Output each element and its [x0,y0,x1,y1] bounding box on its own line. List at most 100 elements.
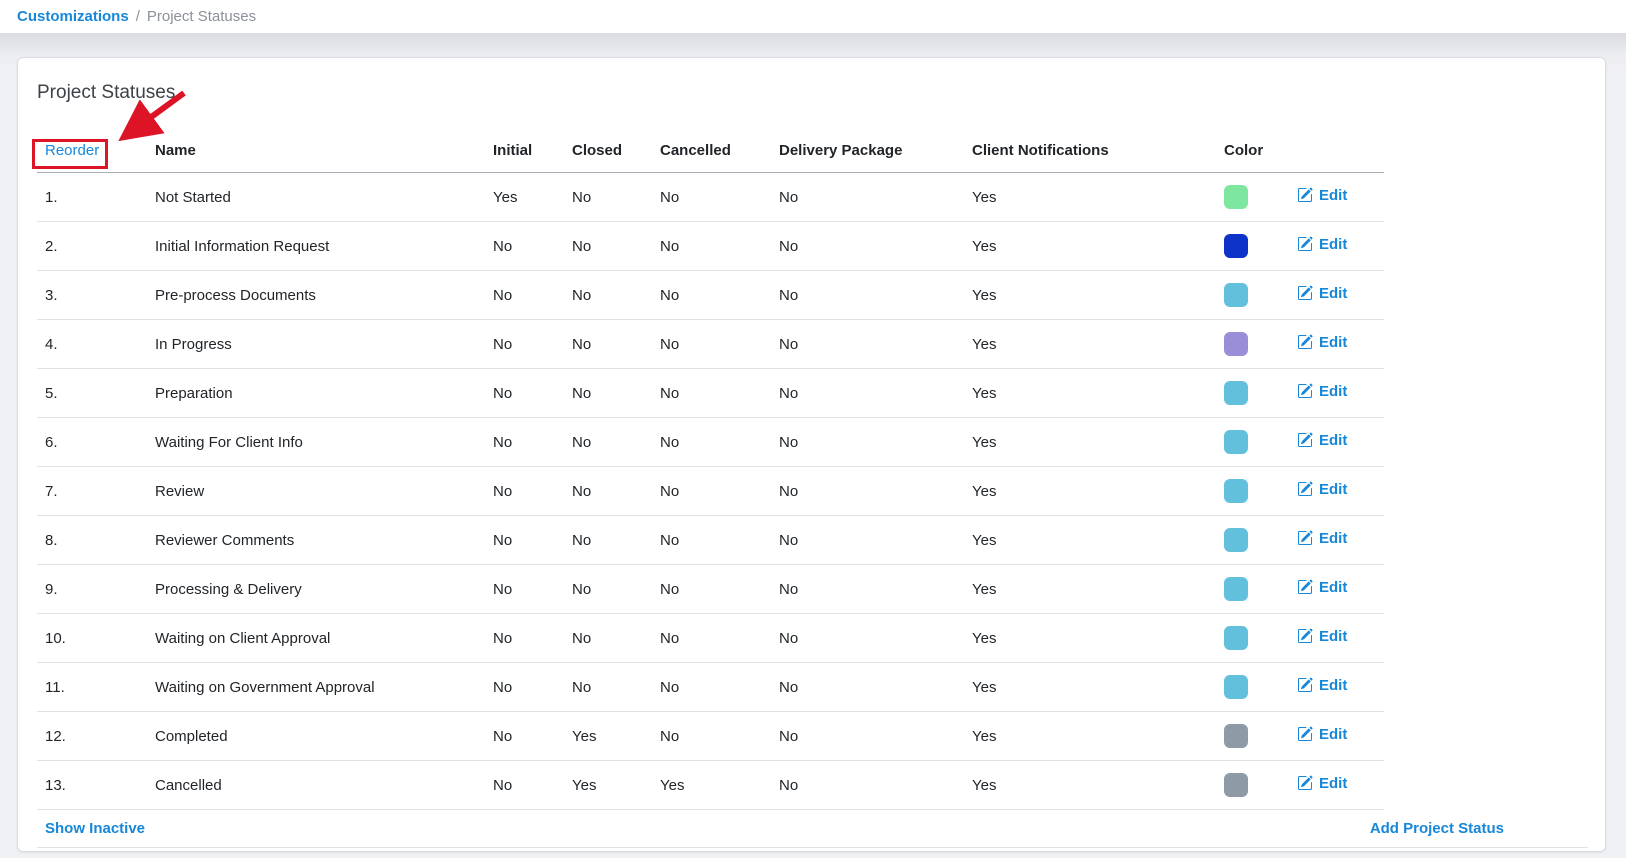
row-closed-cell: No [564,466,652,516]
edit-button-label: Edit [1319,186,1348,204]
row-cancelled-cell: No [652,270,771,320]
row-client-notifications-cell: Yes [964,662,1216,712]
row-name-cell: In Progress [147,319,485,369]
row-cancelled-cell: No [652,172,771,222]
color-swatch [1224,332,1248,356]
row-client-notifications-cell: Yes [964,172,1216,222]
row-closed-cell: No [564,515,652,565]
row-initial-cell: No [485,564,564,614]
row-name-cell: Waiting For Client Info [147,417,485,467]
show-inactive-link[interactable]: Show Inactive [45,820,146,837]
color-swatch [1224,675,1248,699]
edit-button[interactable]: Edit [1297,579,1347,596]
edit-button[interactable]: Edit [1297,726,1347,743]
row-name-cell: Processing & Delivery [147,564,485,614]
table-row: 10. Waiting on Client Approval No No No … [37,613,1384,663]
edit-button-label: Edit [1319,774,1348,792]
pencil-square-icon [1298,628,1313,644]
edit-button[interactable]: Edit [1297,481,1347,498]
pencil-square-icon [1298,579,1313,595]
row-name-cell: Completed [147,711,485,761]
row-cancelled-cell: Yes [652,760,771,810]
row-name-cell: Waiting on Client Approval [147,613,485,663]
row-name-cell: Reviewer Comments [147,515,485,565]
row-initial-cell: No [485,319,564,369]
row-color-cell [1216,760,1289,810]
row-cancelled-cell: No [652,613,771,663]
row-initial-cell: No [485,466,564,516]
row-delivery-package-cell: No [771,417,964,467]
breadcrumb-current: Project Statuses [146,8,257,25]
edit-button[interactable]: Edit [1297,236,1347,253]
table-row: 9. Processing & Delivery No No No No Yes… [37,564,1384,614]
edit-button[interactable]: Edit [1297,432,1347,449]
edit-button[interactable]: Edit [1297,628,1347,645]
table-row: 2. Initial Information Request No No No … [37,221,1384,271]
edit-button[interactable]: Edit [1297,530,1347,547]
row-color-cell [1216,417,1289,467]
row-client-notifications-cell: Yes [964,221,1216,271]
edit-button-label: Edit [1319,529,1348,547]
edit-button-label: Edit [1319,333,1348,351]
row-client-notifications-cell: Yes [964,613,1216,663]
color-swatch [1224,724,1248,748]
pencil-square-icon [1298,236,1313,252]
color-swatch [1224,773,1248,797]
row-closed-cell: No [564,270,652,320]
edit-button[interactable]: Edit [1297,334,1347,351]
breadcrumb: Customizations / Project Statuses [17,8,256,25]
row-cancelled-cell: No [652,466,771,516]
row-delivery-package-cell: No [771,613,964,663]
row-delivery-package-cell: No [771,270,964,320]
row-delivery-package-cell: No [771,368,964,418]
edit-button[interactable]: Edit [1297,677,1347,694]
edit-button[interactable]: Edit [1297,383,1347,400]
breadcrumb-bar: Customizations / Project Statuses [0,0,1626,33]
row-client-notifications-cell: Yes [964,368,1216,418]
row-cancelled-cell: No [652,711,771,761]
row-closed-cell: No [564,319,652,369]
edit-button-label: Edit [1319,431,1348,449]
row-color-cell [1216,368,1289,418]
color-swatch [1224,430,1248,454]
row-cancelled-cell: No [652,319,771,369]
row-initial-cell: No [485,515,564,565]
table-row: 8. Reviewer Comments No No No No Yes Edi… [37,515,1384,565]
breadcrumb-link-customizations[interactable]: Customizations [17,8,129,25]
pencil-square-icon [1298,334,1313,350]
row-cancelled-cell: No [652,368,771,418]
pencil-square-icon [1298,187,1313,203]
row-order-cell: 2. [37,221,147,271]
row-name-cell: Cancelled [147,760,485,810]
edit-button-label: Edit [1319,676,1348,694]
row-actions-cell: Edit [1289,172,1384,222]
column-header-delivery-package: Delivery Package [771,136,964,173]
row-order-cell: 11. [37,662,147,712]
edit-button-label: Edit [1319,627,1348,645]
row-color-cell [1216,515,1289,565]
row-client-notifications-cell: Yes [964,319,1216,369]
edit-button[interactable]: Edit [1297,187,1347,204]
row-delivery-package-cell: No [771,221,964,271]
row-color-cell [1216,270,1289,320]
column-header-actions [1289,136,1384,173]
row-name-cell: Preparation [147,368,485,418]
edit-button[interactable]: Edit [1297,285,1347,302]
table-header-row: Reorder Name Initial Closed Cancelled De… [37,136,1384,173]
row-name-cell: Pre-process Documents [147,270,485,320]
row-color-cell [1216,172,1289,222]
edit-button-label: Edit [1319,382,1348,400]
row-actions-cell: Edit [1289,368,1384,418]
row-closed-cell: No [564,662,652,712]
row-color-cell [1216,662,1289,712]
add-project-status-link[interactable]: Add Project Status [1369,820,1504,837]
row-order-cell: 10. [37,613,147,663]
row-color-cell [1216,319,1289,369]
table-row: 1. Not Started Yes No No No Yes Edit [37,172,1384,222]
edit-button[interactable]: Edit [1297,775,1347,792]
page-title: Project Statuses [37,82,176,103]
reorder-link[interactable]: Reorder [45,142,100,159]
row-client-notifications-cell: Yes [964,711,1216,761]
row-actions-cell: Edit [1289,662,1384,712]
edit-button-label: Edit [1319,725,1348,743]
